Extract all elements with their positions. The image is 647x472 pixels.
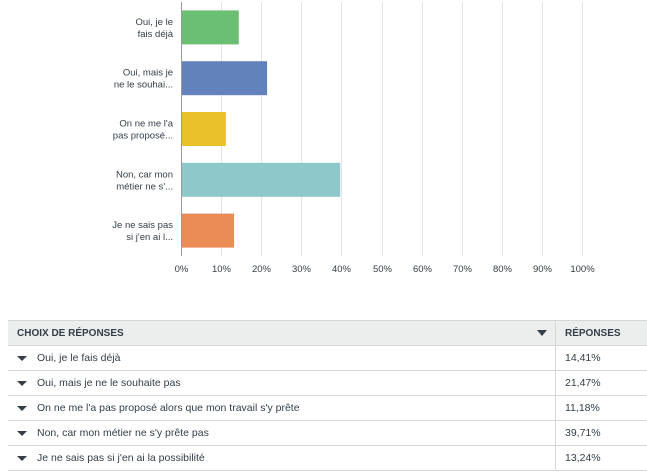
bar [182,61,268,96]
table-row: Non, car mon métier ne s'y prête pas 39,… [8,421,647,446]
header-responses-label: RÉPONSES [565,327,621,339]
table-row: On ne me l'a pas proposé alors que mon t… [8,396,647,421]
row-label: On ne me l'a pas proposé alors que mon t… [37,402,300,414]
x-tick-label: 40% [332,264,352,275]
responses-table: CHOIX DE RÉPONSES RÉPONSES Oui, je le fa… [8,320,647,471]
category-label: On ne me l'a pas proposé... [113,119,174,142]
row-value: 11,18% [555,396,647,420]
row-value: 39,71% [555,421,647,445]
x-tick-label: 80% [493,264,513,275]
bar-chart: 0% 10% 20% 30% 40% 50% 60% 70% 80% 90% 100% Oui, je… [112,2,595,275]
row-value: 14,41% [555,346,647,370]
category-label-line: pas proposé... [113,131,173,142]
x-tick-label: 0% [175,264,189,275]
row-choice: Je ne sais pas si j'en ai la possibilité [8,446,555,470]
bar [182,162,341,197]
expand-caret-icon[interactable] [17,430,27,436]
expand-caret-icon[interactable] [17,380,27,386]
sort-caret-icon[interactable] [537,330,547,336]
row-value: 21,47% [555,371,647,395]
bar [182,213,235,248]
category-label-line: si j'en ai l... [126,232,173,243]
bar [182,112,226,146]
table-row: Oui, je le fais déjà 14,41% [8,346,647,371]
row-choice: Oui, je le fais déjà [8,346,555,370]
x-tick-label: 100% [570,264,595,275]
header-responses: RÉPONSES [555,321,647,345]
category-label-line: Oui, mais je [123,68,173,79]
row-value: 13,24% [555,446,647,470]
bar [182,10,239,45]
category-label: Oui, mais je ne le souhai... [114,68,173,91]
x-tick-label: 30% [292,264,312,275]
x-tick-label: 10% [212,264,232,275]
category-label-line: Je ne sais pas [112,220,173,231]
x-tick-label: 20% [252,264,272,275]
expand-caret-icon[interactable] [17,405,27,411]
category-label: Non, car mon métier ne s'... [116,169,173,192]
expand-caret-icon[interactable] [17,455,27,461]
x-tick-label: 70% [453,264,473,275]
category-label-line: Oui, je le [136,17,174,28]
category-label-line: On ne me l'a [119,119,173,130]
row-label: Oui, mais je ne le souhaite pas [37,377,181,389]
header-choices[interactable]: CHOIX DE RÉPONSES [8,321,555,345]
category-label-line: Non, car mon [116,169,173,180]
table-header: CHOIX DE RÉPONSES RÉPONSES [8,320,647,346]
row-choice: On ne me l'a pas proposé alors que mon t… [8,396,555,420]
table-row: Je ne sais pas si j'en ai la possibilité… [8,446,647,471]
header-choices-label: CHOIX DE RÉPONSES [17,327,124,339]
category-label: Je ne sais pas si j'en ai l... [112,220,173,243]
category-label-line: métier ne s'... [116,181,173,192]
row-label: Oui, je le fais déjà [37,352,121,364]
x-tick-label: 90% [533,264,553,275]
category-label: Oui, je le fais déjà [136,17,174,40]
category-label-line: fais déjà [138,29,174,40]
row-choice: Non, car mon métier ne s'y prête pas [8,421,555,445]
row-choice: Oui, mais je ne le souhaite pas [8,371,555,395]
x-tick-label: 50% [373,264,393,275]
table-row: Oui, mais je ne le souhaite pas 21,47% [8,371,647,396]
expand-caret-icon[interactable] [17,355,27,361]
category-label-line: ne le souhai... [114,80,173,91]
row-label: Je ne sais pas si j'en ai la possibilité [37,452,205,464]
x-tick-label: 60% [413,264,433,275]
row-label: Non, car mon métier ne s'y prête pas [37,427,209,439]
